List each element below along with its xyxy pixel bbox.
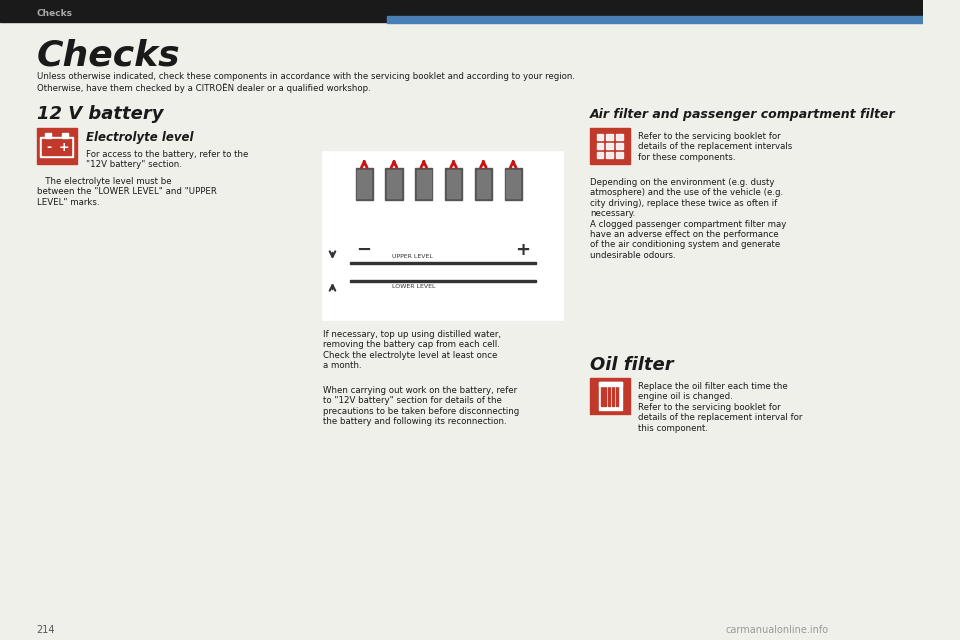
Text: Replace the oil filter each time the
engine oil is changed.
Refer to the servici: Replace the oil filter each time the eng… <box>638 382 803 433</box>
Text: +: + <box>60 141 70 154</box>
Text: For access to the battery, refer to the
"12V battery" section.: For access to the battery, refer to the … <box>86 150 249 170</box>
Text: UPPER LEVEL: UPPER LEVEL <box>392 254 433 259</box>
Bar <box>417 170 430 198</box>
Bar <box>323 152 564 320</box>
Bar <box>40 137 73 157</box>
Text: When carrying out work on the battery, refer
to "12V battery" section for detail: When carrying out work on the battery, r… <box>323 386 519 426</box>
Bar <box>605 385 607 406</box>
Text: 214: 214 <box>36 625 55 635</box>
Text: -: - <box>46 141 52 154</box>
Text: Unless otherwise indicated, check these components in accordance with the servic: Unless otherwise indicated, check these … <box>36 72 574 81</box>
Bar <box>597 134 604 140</box>
Bar <box>357 170 371 198</box>
Text: Oil filter: Oil filter <box>590 356 674 374</box>
Bar <box>505 168 522 200</box>
Bar <box>388 16 923 23</box>
Bar <box>349 280 537 282</box>
Text: Otherwise, have them checked by a CITROËN dealer or a qualified workshop.: Otherwise, have them checked by a CITROË… <box>36 83 371 93</box>
Text: If necessary, top up using distilled water,
removing the battery cap from each c: If necessary, top up using distilled wat… <box>323 330 501 370</box>
Bar <box>387 170 400 198</box>
Bar <box>415 168 432 200</box>
Text: carmanualonline.info: carmanualonline.info <box>726 625 828 635</box>
Bar <box>36 128 77 164</box>
Bar <box>507 170 520 198</box>
Bar <box>616 143 623 149</box>
Text: Refer to the servicing booklet for
details of the replacement intervals
for thes: Refer to the servicing booklet for detai… <box>638 132 792 162</box>
Bar <box>344 200 542 300</box>
Bar <box>599 382 622 386</box>
Bar <box>355 168 372 200</box>
Bar <box>616 152 623 158</box>
Bar <box>599 382 622 410</box>
Bar <box>607 143 613 149</box>
Bar <box>45 133 51 138</box>
Bar <box>0 0 923 22</box>
Bar <box>444 168 462 200</box>
Text: Air filter and passenger compartment filter: Air filter and passenger compartment fil… <box>590 108 896 120</box>
Bar <box>349 262 537 264</box>
Bar <box>446 170 460 198</box>
Bar <box>474 168 492 200</box>
Text: 12 V battery: 12 V battery <box>36 105 163 123</box>
Bar <box>62 133 68 138</box>
Bar <box>42 139 71 155</box>
Bar <box>597 143 604 149</box>
Bar <box>601 385 603 406</box>
Bar <box>590 128 631 164</box>
Bar <box>385 168 402 200</box>
Text: Depending on the environment (e.g. dusty
atmosphere) and the use of the vehicle : Depending on the environment (e.g. dusty… <box>590 178 786 260</box>
Bar <box>616 134 623 140</box>
Bar <box>590 378 631 414</box>
Text: Checks: Checks <box>36 8 73 17</box>
Bar <box>476 170 491 198</box>
Bar <box>597 152 604 158</box>
Text: Checks: Checks <box>36 38 180 72</box>
Text: The electrolyte level must be
between the "LOWER LEVEL" and "UPPER
LEVEL" marks.: The electrolyte level must be between th… <box>36 177 216 207</box>
Bar <box>607 152 613 158</box>
Text: +: + <box>516 241 530 259</box>
Bar <box>616 385 618 406</box>
Bar <box>609 385 611 406</box>
Bar <box>612 385 614 406</box>
Text: LOWER LEVEL: LOWER LEVEL <box>392 284 436 289</box>
Text: −: − <box>356 241 371 259</box>
Bar <box>607 134 613 140</box>
Text: Electrolyte level: Electrolyte level <box>86 131 194 143</box>
